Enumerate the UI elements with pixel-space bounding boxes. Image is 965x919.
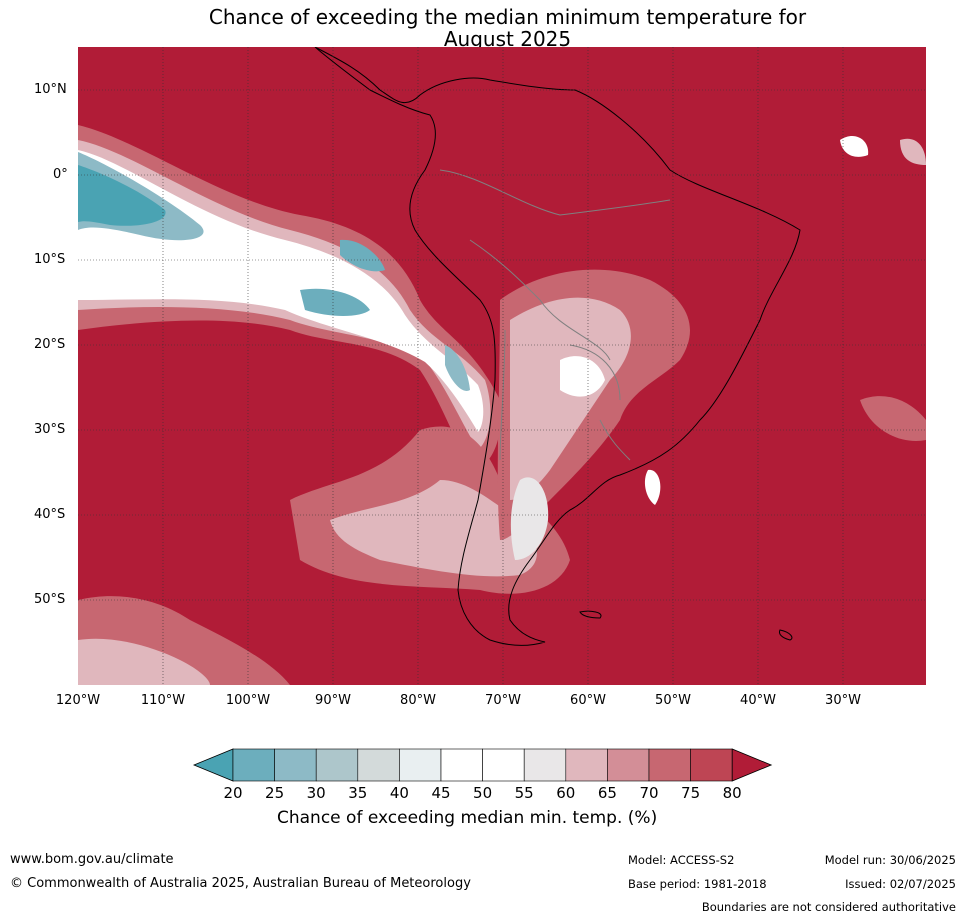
lat-label-50s: 50°S bbox=[34, 592, 66, 607]
atlantic-patch-2 bbox=[900, 138, 926, 165]
colorbar bbox=[192, 748, 773, 782]
colorbar-tick-label: 30 bbox=[306, 784, 326, 802]
lat-label-10n: 10°N bbox=[34, 82, 67, 97]
colorbar-bin bbox=[648, 748, 691, 782]
colorbar-tick-label: 35 bbox=[348, 784, 368, 802]
lon-label-120w: 120°W bbox=[55, 693, 101, 708]
lat-label-10s: 10°S bbox=[34, 252, 66, 267]
cool-patch-3 bbox=[340, 239, 385, 272]
disclaimer-text: Boundaries are not considered authoritat… bbox=[701, 900, 956, 914]
chaco-neutral bbox=[560, 356, 605, 397]
lon-label-50w: 50°W bbox=[655, 693, 691, 708]
cool-patch-2 bbox=[300, 288, 370, 316]
colorbar-bin bbox=[274, 748, 317, 782]
model-text: Model: ACCESS-S2 bbox=[628, 853, 735, 867]
lat-label-0: 0° bbox=[53, 167, 68, 182]
sw-corner-light bbox=[78, 638, 210, 685]
colorbar-tick-label: 55 bbox=[514, 784, 534, 802]
lon-label-90w: 90°W bbox=[315, 693, 351, 708]
forecast-field bbox=[78, 47, 926, 685]
map-title-line2: August 2025 bbox=[443, 27, 572, 51]
lon-label-70w: 70°W bbox=[485, 693, 521, 708]
colorbar-bin bbox=[690, 748, 733, 782]
colorbar-bin bbox=[482, 748, 525, 782]
copyright-text: © Commonwealth of Australia 2025, Austra… bbox=[10, 876, 471, 891]
colorbar-tick-label: 60 bbox=[556, 784, 576, 802]
base-period-text: Base period: 1981-2018 bbox=[628, 877, 767, 891]
lat-label-40s: 40°S bbox=[34, 507, 66, 522]
model-run-text: Model run: 30/06/2025 bbox=[824, 853, 956, 867]
colorbar-tick-label: 40 bbox=[389, 784, 409, 802]
map-title-line1: Chance of exceeding the median minimum t… bbox=[208, 5, 807, 29]
colorbar-bin bbox=[357, 748, 400, 782]
colorbar-bin bbox=[607, 748, 650, 782]
colorbar-extend-high bbox=[731, 748, 773, 782]
gridlines bbox=[78, 47, 926, 685]
island-outline bbox=[779, 629, 793, 641]
colorbar-bin bbox=[232, 748, 275, 782]
pacific-cool-core bbox=[78, 165, 166, 226]
issued-text: Issued: 02/07/2025 bbox=[845, 877, 956, 891]
lat-label-20s: 20°S bbox=[34, 337, 66, 352]
atlantic-patch-4 bbox=[644, 469, 661, 505]
colorbar-bin bbox=[565, 748, 608, 782]
lon-label-40w: 40°W bbox=[740, 693, 776, 708]
colorbar-extend-low bbox=[192, 748, 234, 782]
colorbar-tick-label: 70 bbox=[639, 784, 659, 802]
colorbar-tick-label: 65 bbox=[597, 784, 617, 802]
lon-label-60w: 60°W bbox=[570, 693, 606, 708]
colorbar-bin bbox=[399, 748, 442, 782]
colorbar-tick-label: 20 bbox=[223, 784, 243, 802]
colorbar-bin bbox=[440, 748, 483, 782]
colorbar-tick-label: 75 bbox=[681, 784, 701, 802]
lon-label-110w: 110°W bbox=[140, 693, 186, 708]
colorbar-tick-label: 50 bbox=[473, 784, 493, 802]
lon-label-30w: 30°W bbox=[825, 693, 861, 708]
atlantic-patch-1 bbox=[840, 135, 869, 157]
colorbar-tick-label: 80 bbox=[722, 784, 742, 802]
colorbar-bin bbox=[523, 748, 567, 782]
colorbar-tick-label: 45 bbox=[431, 784, 451, 802]
colorbar-bin bbox=[315, 748, 359, 782]
colorbar-tick-label: 25 bbox=[265, 784, 285, 802]
lon-label-100w: 100°W bbox=[225, 693, 271, 708]
coastline bbox=[314, 47, 801, 646]
lon-label-80w: 80°W bbox=[400, 693, 436, 708]
south-pacific-light bbox=[330, 480, 537, 577]
patagonia-neutral bbox=[510, 477, 549, 560]
website-link[interactable]: www.bom.gov.au/climate bbox=[10, 852, 174, 867]
falklands-outline bbox=[579, 610, 602, 619]
country-borders bbox=[439, 169, 671, 461]
lat-label-30s: 30°S bbox=[34, 422, 66, 437]
cool-patch-4 bbox=[445, 345, 470, 391]
colorbar-label: Chance of exceeding median min. temp. (%… bbox=[277, 808, 658, 828]
